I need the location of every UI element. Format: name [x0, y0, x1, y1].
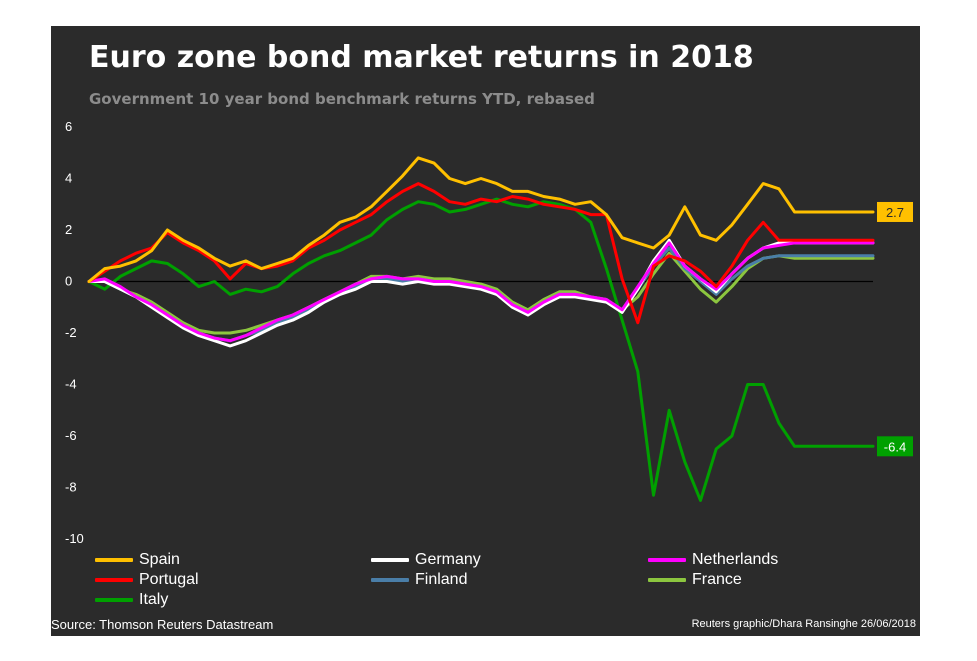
chart-panel: Euro zone bond market returns in 2018 Go… — [51, 26, 920, 636]
legend-item-finland: Finland — [371, 571, 467, 589]
legend-swatch-france — [648, 578, 686, 582]
series-line-finland — [87, 246, 875, 343]
series-line-italy — [87, 197, 875, 502]
series-line-france — [87, 251, 875, 335]
y-tick-label: 0 — [65, 274, 72, 289]
y-tick-label: -6 — [65, 428, 77, 443]
legend-label-spain: Spain — [139, 551, 180, 568]
legend-item-spain: Spain — [95, 551, 180, 569]
series-line-portugal — [87, 182, 875, 325]
series-line-spain — [87, 156, 875, 283]
legend-swatch-spain — [95, 558, 133, 562]
legend-item-france: France — [648, 571, 742, 589]
legend-swatch-netherlands — [648, 558, 686, 562]
legend-swatch-italy — [95, 598, 133, 602]
end-label-italy: -6.4 — [884, 439, 906, 454]
line-chart: 6 4 2 0 -2 -4 -6 -8 -10 2.7 -6.4 — [65, 119, 913, 546]
y-tick-label: 4 — [65, 171, 72, 186]
end-label-spain: 2.7 — [886, 205, 904, 220]
legend-item-italy: Italy — [95, 591, 168, 609]
y-tick-label: -2 — [65, 325, 77, 340]
y-tick-label: 2 — [65, 222, 72, 237]
chart-subtitle: Government 10 year bond benchmark return… — [89, 90, 595, 108]
legend-item-germany: Germany — [371, 551, 481, 569]
y-tick-label: -8 — [65, 480, 77, 495]
y-tick-label: 6 — [65, 119, 72, 134]
end-label-box-spain — [877, 201, 913, 222]
series-line-netherlands — [87, 241, 875, 343]
legend-label-netherlands: Netherlands — [692, 551, 779, 568]
legend-item-netherlands: Netherlands — [648, 551, 778, 569]
end-label-box-italy — [877, 436, 913, 457]
y-tick-label: -10 — [65, 531, 84, 546]
legend-label-italy: Italy — [139, 591, 169, 608]
legend-label-france: France — [692, 571, 742, 588]
credit-note: Reuters graphic/Dhara Ransinghe 26/06/20… — [691, 618, 916, 630]
source-note: Source: Thomson Reuters Datastream — [51, 617, 274, 632]
y-tick-label: -4 — [65, 377, 77, 392]
legend-swatch-finland — [371, 578, 409, 582]
legend-label-portugal: Portugal — [139, 571, 199, 588]
legend-label-finland: Finland — [415, 571, 468, 588]
legend-swatch-portugal — [95, 578, 133, 582]
legend-item-portugal: Portugal — [95, 571, 199, 589]
chart-title: Euro zone bond market returns in 2018 — [89, 40, 754, 75]
legend-swatch-germany — [371, 558, 409, 562]
legend-label-germany: Germany — [415, 551, 481, 568]
